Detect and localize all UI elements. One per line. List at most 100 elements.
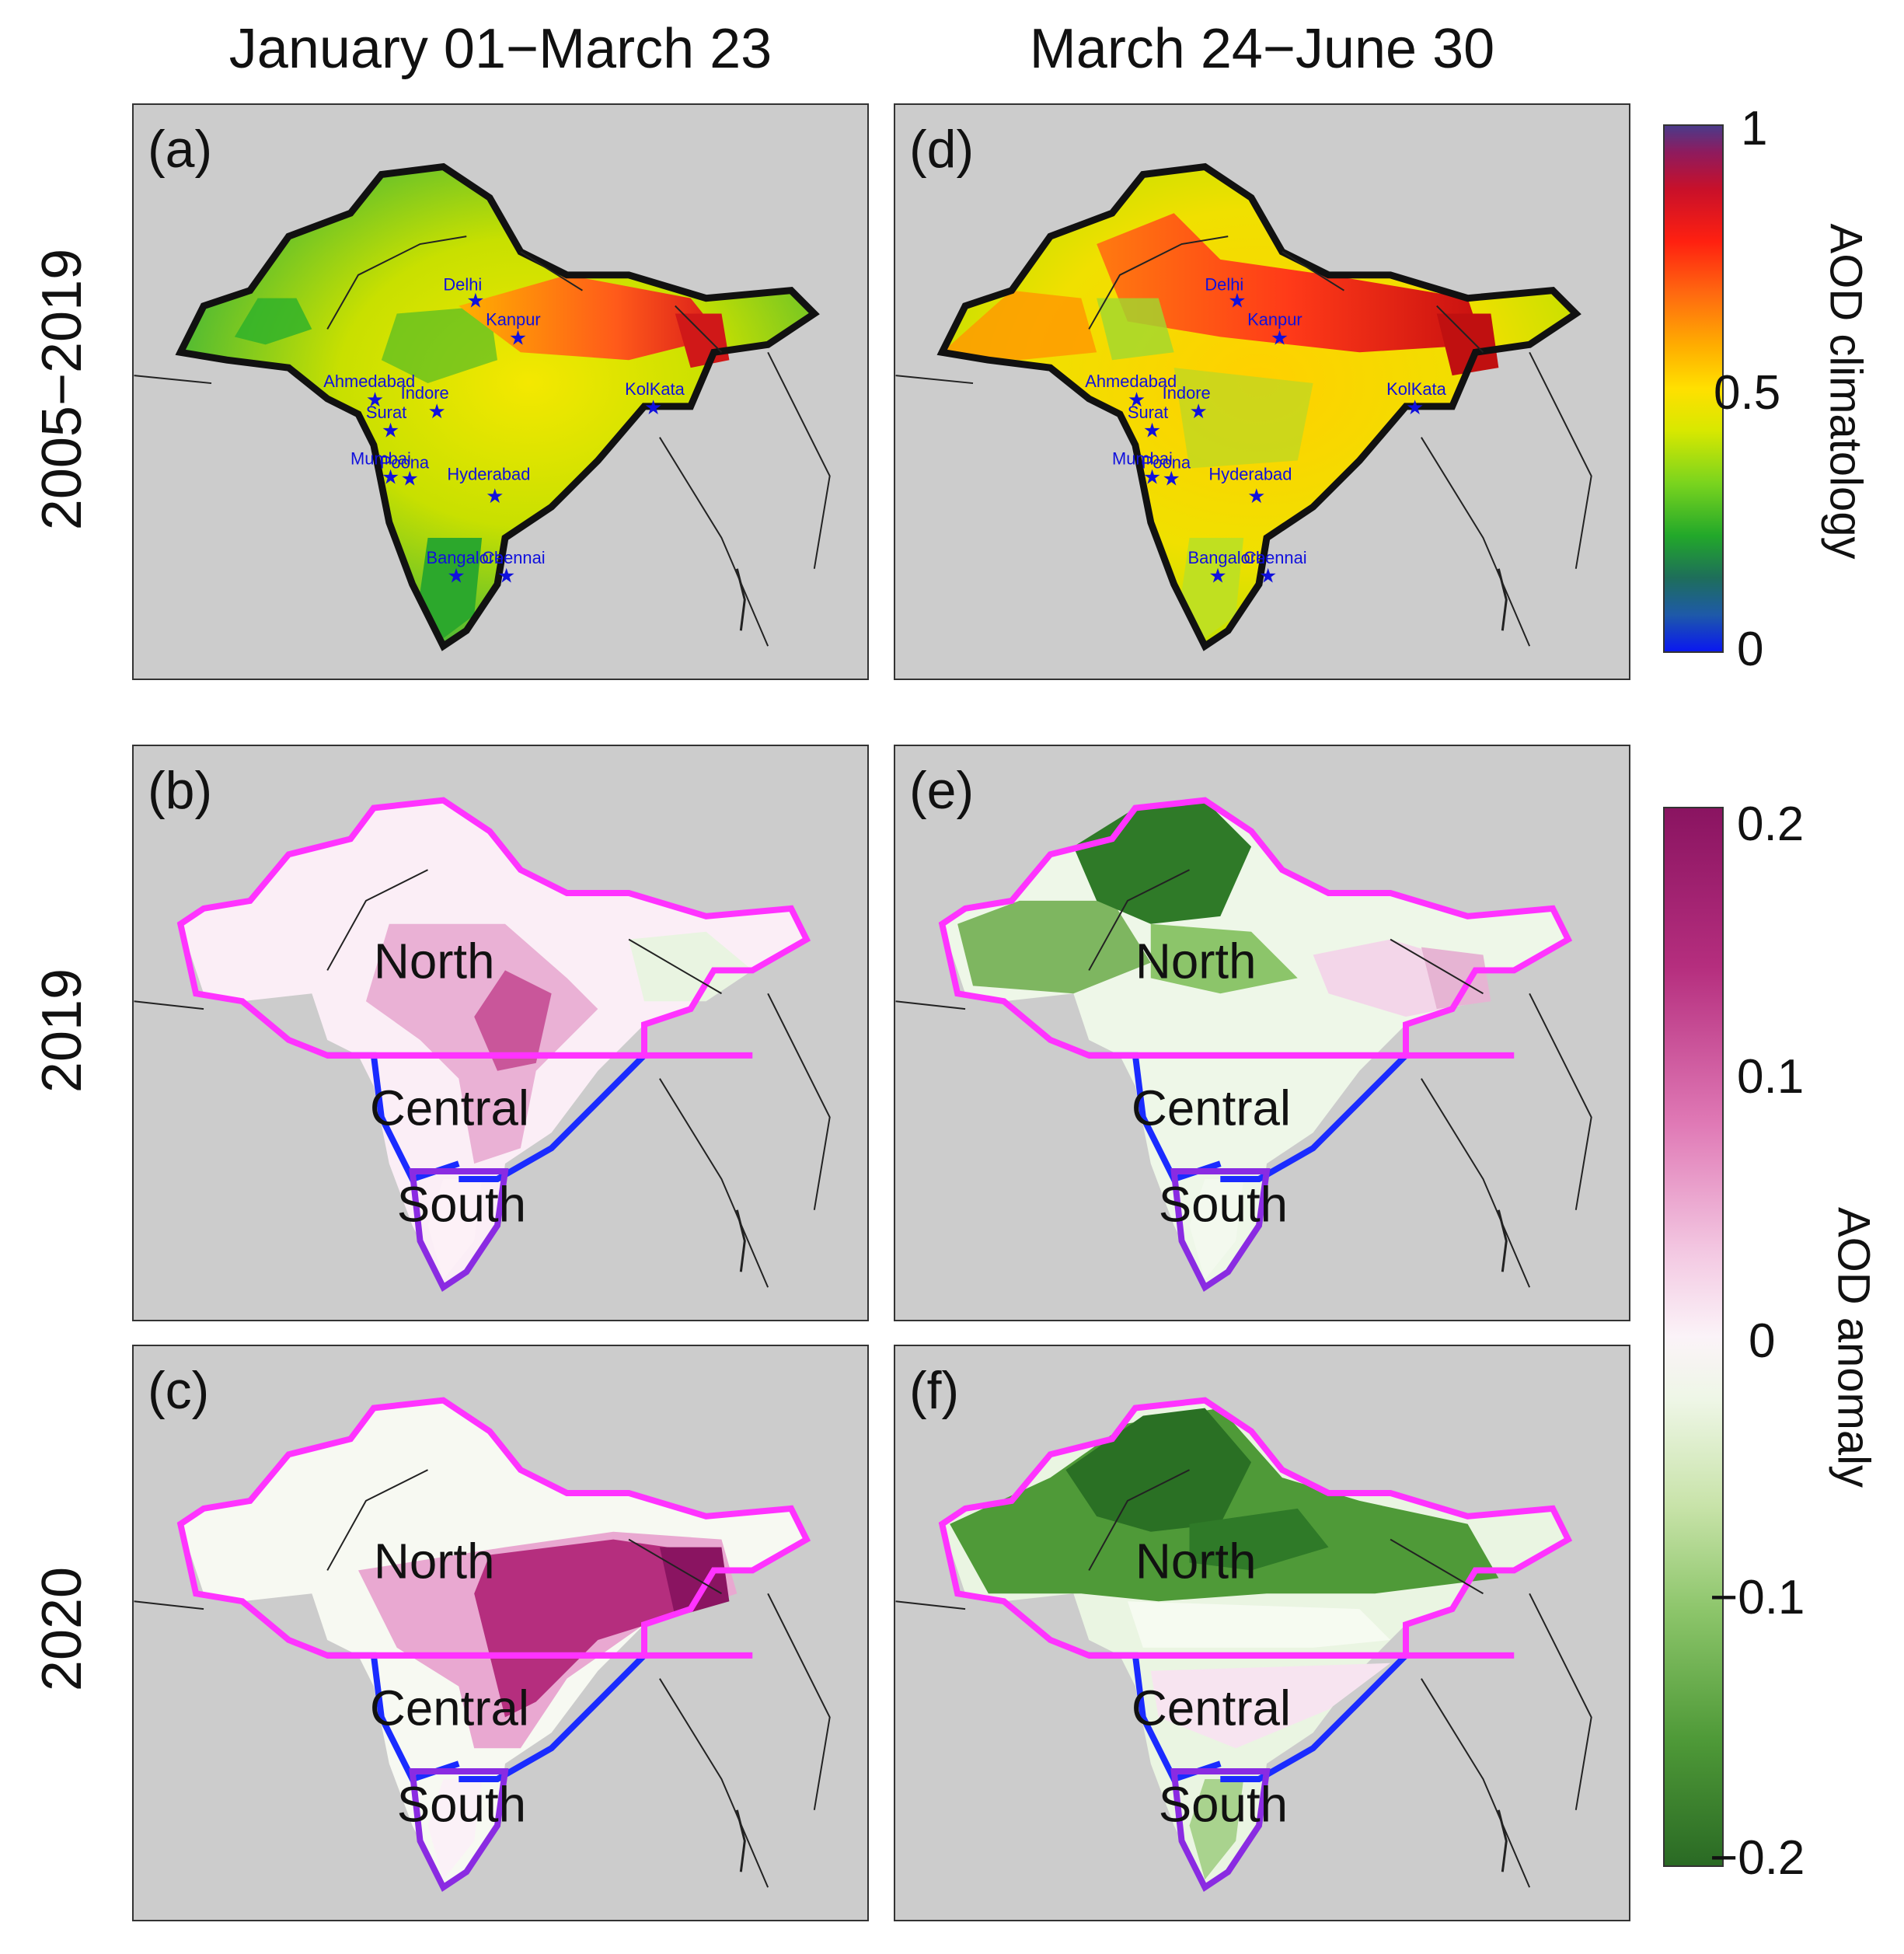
city-marker-kanpur: ★ <box>509 327 527 349</box>
colorbar-anomaly-tick-1: 0.1 <box>1737 1050 1805 1104</box>
region-label-north: North <box>374 1534 495 1589</box>
city-marker-surat: ★ <box>1143 420 1161 442</box>
region-label-north: North <box>374 933 495 989</box>
north-boundary-f <box>938 1397 1573 1659</box>
city-label-chennai: Chennai <box>482 548 545 567</box>
row-label-2020: 2020 <box>31 1566 93 1692</box>
city-marker-kolkata: ★ <box>1406 397 1424 419</box>
city-marker-indore: ★ <box>1190 401 1208 423</box>
city-marker-poona: ★ <box>401 468 419 490</box>
panel-letter-d: (d) <box>909 120 975 179</box>
city-label-poona: Poona <box>380 452 430 472</box>
city-marker-kanpur: ★ <box>1271 327 1289 349</box>
colorbar-anomaly-tick-0: 0.2 <box>1737 797 1805 851</box>
south-boundary-f <box>1170 1768 1271 1893</box>
south-boundary-e <box>1170 1168 1271 1293</box>
city-label-mumbai: Mumbai <box>1112 448 1173 468</box>
region-label-north: North <box>1135 933 1257 989</box>
north-boundary-b <box>176 797 811 1059</box>
map-b: North Central South <box>134 797 831 1293</box>
city-marker-ahmedabad: ★ <box>366 389 384 411</box>
city-marker-bangalore: ★ <box>447 566 465 588</box>
colorbar-climatology-label: AOD climatology <box>1820 223 1871 560</box>
colorbar-anomaly-tick-3: −0.1 <box>1710 1571 1805 1624</box>
right-column-title: March 24−June 30 <box>1029 18 1495 80</box>
city-marker-chennai: ★ <box>497 566 515 588</box>
city-marker-delhi: ★ <box>1228 291 1246 312</box>
colorbar-climatology <box>1663 124 1724 653</box>
city-label-surat: Surat <box>1128 403 1168 422</box>
panel-d: Delhi ★ Kanpur ★ Ahmedabad ★ Indore ★ Su… <box>894 103 1630 680</box>
city-label-kolkata: KolKata <box>1386 379 1446 399</box>
map-c: North Central South <box>134 1397 831 1893</box>
colorbar-climatology-tick-top: 1 <box>1741 102 1768 155</box>
colorbar-anomaly-tick-2: 0 <box>1749 1314 1776 1368</box>
panel-e: North Central South (e) <box>894 745 1630 1321</box>
city-label-ahmedabad: Ahmedabad <box>1085 372 1177 391</box>
row-label-2019: 2019 <box>31 968 93 1094</box>
city-marker-mumbai: ★ <box>1143 466 1161 488</box>
colorbar-anomaly-tick-4: −0.2 <box>1710 1831 1805 1885</box>
city-label-hyderabad: Hyderabad <box>447 464 530 483</box>
city-label-kolkata: KolKata <box>625 379 685 399</box>
city-marker-bangalore: ★ <box>1208 566 1226 588</box>
south-boundary-b <box>409 1168 509 1293</box>
city-marker-poona: ★ <box>1163 468 1180 490</box>
city-label-ahmedabad: Ahmedabad <box>323 372 415 391</box>
map-e: North Central South <box>895 797 1592 1293</box>
map-f: North Central South <box>895 1397 1592 1893</box>
panel-letter-a: (a) <box>148 120 213 179</box>
region-label-central: Central <box>370 1680 529 1736</box>
colorbar-anomaly <box>1663 807 1724 1867</box>
region-label-north: North <box>1135 1534 1257 1589</box>
left-column-title: January 01−March 23 <box>228 18 772 80</box>
city-marker-hyderabad: ★ <box>486 486 504 508</box>
city-label-bangalore: Bangalore <box>1188 548 1266 567</box>
panel-f: North Central South (f) <box>894 1345 1630 1921</box>
city-markers-d: Delhi ★ Kanpur ★ Ahmedabad ★ Indore ★ Su… <box>1085 275 1446 588</box>
north-boundary-e <box>938 797 1573 1059</box>
panel-letter-b: (b) <box>148 761 213 820</box>
north-boundary-c <box>176 1397 811 1659</box>
city-marker-ahmedabad: ★ <box>1128 389 1146 411</box>
region-label-south: South <box>397 1778 526 1833</box>
city-marker-surat: ★ <box>382 420 399 442</box>
panel-a: Delhi ★ Kanpur ★ Ahmedabad ★ Indore ★ Su… <box>132 103 869 680</box>
city-label-delhi: Delhi <box>443 275 482 295</box>
panel-b: North Central South (b) <box>132 745 869 1321</box>
panel-letter-e: (e) <box>909 761 975 820</box>
region-label-south: South <box>1159 1778 1288 1833</box>
city-marker-delhi: ★ <box>466 291 484 312</box>
region-label-central: Central <box>370 1080 529 1136</box>
south-boundary-c <box>409 1768 509 1893</box>
map-d: Delhi ★ Kanpur ★ Ahmedabad ★ Indore ★ Su… <box>895 162 1592 651</box>
city-label-chennai: Chennai <box>1243 548 1307 567</box>
colorbar-anomaly-label: AOD anomaly <box>1828 1206 1879 1488</box>
city-marker-hyderabad: ★ <box>1247 486 1265 508</box>
city-marker-indore: ★ <box>428 401 446 423</box>
region-label-south: South <box>1159 1178 1288 1233</box>
colorbar-climatology-tick-mid: 0.5 <box>1714 366 1781 420</box>
city-marker-kolkata: ★ <box>644 397 662 419</box>
panel-letter-f: (f) <box>909 1361 960 1420</box>
city-label-kanpur: Kanpur <box>1247 309 1302 329</box>
city-marker-mumbai: ★ <box>382 466 399 488</box>
panel-letter-c: (c) <box>148 1361 210 1420</box>
region-label-central: Central <box>1132 1680 1291 1736</box>
city-label-bangalore: Bangalore <box>427 548 504 567</box>
city-label-hyderabad: Hyderabad <box>1208 464 1292 483</box>
city-label-indore: Indore <box>1163 383 1211 403</box>
region-label-central: Central <box>1132 1080 1291 1136</box>
colorbar-climatology-tick-bottom: 0 <box>1737 623 1764 676</box>
city-label-delhi: Delhi <box>1205 275 1243 295</box>
city-label-indore: Indore <box>401 383 449 403</box>
map-a: Delhi ★ Kanpur ★ Ahmedabad ★ Indore ★ Su… <box>134 162 831 651</box>
city-marker-chennai: ★ <box>1259 566 1277 588</box>
city-markers-a: Delhi ★ Kanpur ★ Ahmedabad ★ Indore ★ Su… <box>323 275 685 588</box>
city-label-mumbai: Mumbai <box>350 448 411 468</box>
city-label-kanpur: Kanpur <box>486 309 541 329</box>
row-label-climatology: 2005−2019 <box>31 248 93 531</box>
panel-c: North Central South (c) <box>132 1345 869 1921</box>
region-label-south: South <box>397 1178 526 1233</box>
